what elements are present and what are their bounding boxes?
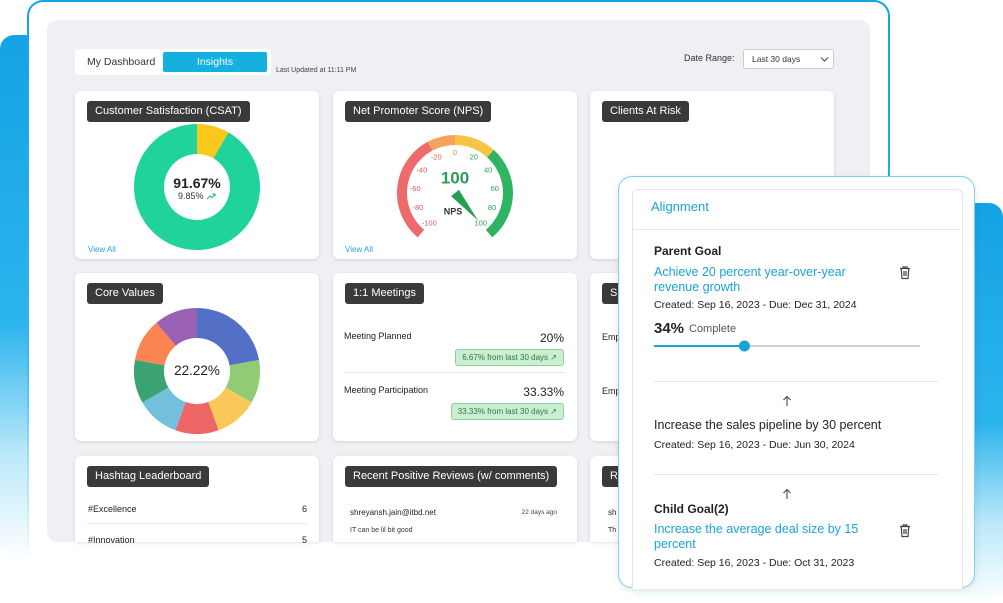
meeting-change: 33.33% from last 30 days ↗ xyxy=(450,403,564,420)
card-title: Customer Satisfaction (CSAT) xyxy=(87,101,250,122)
donut-segment xyxy=(197,308,260,366)
gauge-band xyxy=(485,149,513,238)
gauge-band xyxy=(455,135,494,158)
hashtag-count: 5 xyxy=(301,535,307,545)
gauge-tick-label: -20 xyxy=(431,153,442,162)
up-arrow xyxy=(783,395,791,406)
csat-donut xyxy=(134,124,260,250)
gauge-tick-label: -80 xyxy=(412,203,423,212)
gauge-band xyxy=(427,135,455,151)
gauge-tick-label: 100 xyxy=(474,219,487,228)
divider xyxy=(654,381,938,382)
hashtag-count: 6 xyxy=(301,504,307,514)
core-values-donut xyxy=(134,308,260,434)
row-label: Emp xyxy=(602,386,621,396)
alignment-title: Alignment xyxy=(651,199,709,214)
chevron xyxy=(820,57,829,62)
goal-dates: Created: Sep 16, 2023 - Due: Jun 30, 202… xyxy=(654,439,855,451)
meeting-label: Meeting Planned xyxy=(344,331,412,341)
donut-segment xyxy=(134,360,169,403)
card-title: 1:1 Meetings xyxy=(345,283,424,304)
gauge-tick-label: 20 xyxy=(470,153,478,162)
card-title: Core Values xyxy=(87,283,163,304)
donut-segment xyxy=(208,387,252,431)
progress-value: 34% xyxy=(654,320,685,337)
card-title: Recent Positive Reviews (w/ comments) xyxy=(345,466,558,487)
gauge-tick-label: 60 xyxy=(491,184,499,193)
meeting-change: 6.67% from last 30 days ↗ xyxy=(455,349,564,366)
core-center: 22.22% xyxy=(174,363,220,378)
delete-icon[interactable] xyxy=(898,523,912,538)
goal-dates: Created: Sep 16, 2023 - Due: Dec 31, 202… xyxy=(654,299,857,311)
goal-link[interactable]: Increase the average deal size by 15 per… xyxy=(654,522,859,551)
review-author: shreyansh.jain@itbd.net xyxy=(350,508,436,517)
donut-segment xyxy=(134,124,260,250)
progress-slider[interactable] xyxy=(648,338,928,354)
meeting-value: 33.33% xyxy=(523,385,564,399)
gauge-score: 100 xyxy=(441,168,469,187)
donut-segment xyxy=(175,402,219,434)
donut-segment xyxy=(156,308,197,346)
gauge-tick-label: 0 xyxy=(453,148,457,157)
view-all[interactable]: View All xyxy=(345,245,373,254)
divider xyxy=(654,474,938,475)
goal-dates: Created: Sep 16, 2023 - Due: Oct 31, 202… xyxy=(654,557,855,569)
meeting-label: Meeting Participation xyxy=(344,385,429,395)
review-time: 22 days ago xyxy=(521,509,557,516)
gauge-band xyxy=(397,141,433,238)
donut-segment xyxy=(134,322,176,366)
donut-segment xyxy=(225,360,260,403)
date-range-label: Date Range: xyxy=(684,53,735,63)
trend-icon xyxy=(206,193,216,200)
gauge-tick-label: 40 xyxy=(484,166,492,175)
donut-segment xyxy=(142,387,186,431)
delete-icon[interactable] xyxy=(898,265,912,280)
view-all[interactable]: View All xyxy=(88,245,116,254)
goal-heading: Child Goal(2) xyxy=(654,502,729,516)
divider xyxy=(345,372,565,373)
goal-text: Increase the sales pipeline by 30 percen… xyxy=(654,418,882,432)
divider xyxy=(87,523,307,524)
divider xyxy=(633,229,960,230)
gauge-needle xyxy=(451,189,479,221)
tab-active[interactable]: Insights xyxy=(163,52,267,72)
hashtag: #Excellence xyxy=(88,504,137,514)
tab[interactable]: My Dashboard xyxy=(87,56,156,68)
change-text: 33.33% from last 30 days xyxy=(457,407,549,416)
alignment-card xyxy=(632,189,963,589)
gauge-tick-label: -100 xyxy=(422,219,437,228)
gauge-tick-label: 80 xyxy=(488,203,496,212)
up-arrow xyxy=(783,488,791,499)
date-select[interactable]: Last 30 days xyxy=(743,49,834,69)
gauge-label: NPS xyxy=(444,206,463,216)
card-title: Hashtag Leaderboard xyxy=(87,466,210,487)
review-comment: Th xyxy=(608,527,617,534)
csat-change: 9.85% xyxy=(178,191,204,201)
slider-knob xyxy=(738,340,750,352)
change-text: 6.67% from last 30 days xyxy=(462,353,549,362)
card-title: Clients At Risk xyxy=(602,101,689,122)
row-label: Emp xyxy=(602,332,621,342)
progress-text: Complete xyxy=(689,323,737,335)
review-author: sh xyxy=(608,508,617,517)
card-title: Net Promoter Score (NPS) xyxy=(345,101,492,122)
donut-segment xyxy=(197,124,229,159)
goal-link[interactable]: Achieve 20 percent year-over-year revenu… xyxy=(654,265,846,294)
last-updated: Last Updated at 11:11 PM xyxy=(276,67,357,74)
csat-center: 91.67% xyxy=(173,175,221,191)
review-comment: IT can be lil bit good xyxy=(350,527,413,534)
gauge-tick-label: -60 xyxy=(410,184,421,193)
hashtag: #Innovation xyxy=(88,535,135,545)
gauge-tick-label: -40 xyxy=(416,166,427,175)
date-value: Last 30 days xyxy=(752,54,801,64)
goal-heading: Parent Goal xyxy=(654,244,722,258)
meeting-value: 20% xyxy=(539,331,564,345)
